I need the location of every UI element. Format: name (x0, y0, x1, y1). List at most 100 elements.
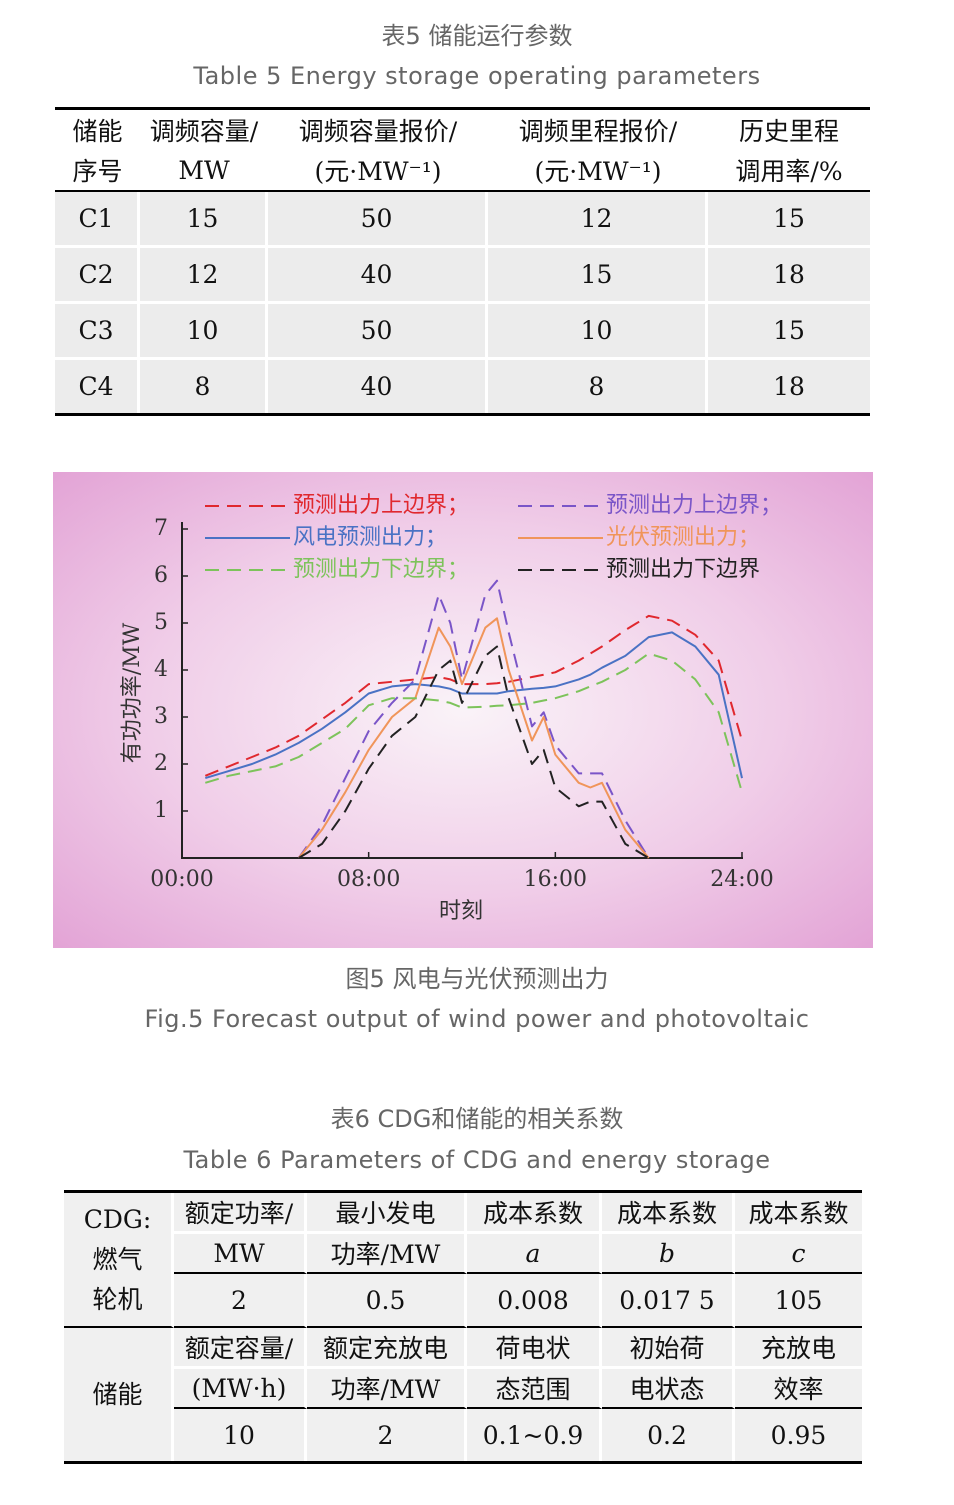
header-row: (MW·h) 功率/MW 态范围 电状态 效率 (64, 1369, 862, 1409)
series-line (297, 579, 650, 859)
section-label-line: CDG: (83, 1204, 152, 1234)
series-line (205, 631, 743, 780)
y-axis-label: 有功功率/MW (120, 622, 145, 763)
value-row: 2 0.5 0.008 0.017 5 105 (64, 1274, 862, 1328)
table-cell: 15 (708, 304, 870, 360)
y-tick-label: 6 (154, 563, 168, 588)
header-row: MW 功率/MW a b c (64, 1234, 862, 1274)
series-line (297, 617, 650, 859)
value-cell: 0.008 (467, 1274, 602, 1328)
table-cell: 15 (140, 192, 268, 248)
x-tick-label: 08:00 (337, 867, 400, 892)
legend-label: 预测出力上边界； (606, 493, 782, 518)
table-section: 储能 额定容量/额定充放电 荷电状 初始荷 充放电 (MW·h) 功率/MW 态范围 电状态 效率… (64, 1328, 862, 1461)
table-caption-cn: 表6 CDG和储能的相关系数 (330, 1105, 624, 1133)
header-cell: 荷电状 (467, 1328, 602, 1369)
header-row: 序号 MW (元·MW⁻¹) (元·MW⁻¹) 调用率/% (55, 150, 870, 192)
legend-label: 预测出力下边界 (606, 557, 760, 582)
header-cell: 成本系数 (735, 1193, 862, 1234)
series-line (298, 645, 650, 859)
header-cell: 额定充放电 (307, 1328, 467, 1369)
table-cell: 18 (708, 360, 870, 413)
y-tick-label: 4 (154, 657, 168, 682)
header-cell: 功率/MW (307, 1234, 467, 1274)
header-row: 储能 额定容量/额定充放电 荷电状 初始荷 充放电 (64, 1328, 862, 1461)
table-cell: 18 (708, 248, 870, 304)
table-section: CDG: 燃气 轮机 额定功率/最小发电 成本系数 成本系数 成本系数 MW 功率/MW a b c 2… (64, 1193, 862, 1328)
table-cell: 15 (708, 192, 870, 248)
table-cell: 8 (488, 360, 708, 413)
table-caption-en: Table 5 Energy storage operating paramet… (193, 62, 761, 90)
header-cell: 调频里程报价/ (518, 117, 678, 146)
header-cell: (元·MW⁻¹) (268, 150, 488, 192)
legend-label: 预测出力下边界； (293, 557, 469, 582)
header-cell: 最小发电 (307, 1193, 467, 1234)
section-label-line: 燃气 (92, 1244, 143, 1274)
table-cell: 40 (268, 360, 488, 413)
header-cell: 功率/MW (307, 1369, 467, 1409)
y-tick-label: 7 (154, 516, 168, 541)
y-tick-label: 5 (154, 610, 168, 635)
value-cell: 0.5 (307, 1274, 467, 1328)
table-row: C3 10 50 10 15 (55, 304, 870, 360)
table-cell: 12 (488, 192, 708, 248)
section-label: CDG: 燃气 轮机 (64, 1193, 174, 1328)
header-cell: (MW·h) (174, 1369, 307, 1409)
table-cell: 12 (140, 248, 268, 304)
header-cell: a (467, 1234, 602, 1274)
header-cell: 充放电 (735, 1328, 862, 1369)
header-cell: 序号 (55, 150, 140, 192)
header-cell: 态范围 (467, 1369, 602, 1409)
table-cell: C2 (55, 248, 140, 304)
legend-label: 光伏预测出力； (606, 525, 760, 550)
header-cell: 历史里程 (738, 117, 839, 146)
header-cell: 初始荷 (602, 1328, 735, 1369)
chart: 有功功率/MW 时刻 1 2 3 4 5 6 7 00:00 08:00 16:00 24:00 预测… (53, 472, 873, 948)
header-cell: 额定容量/ (174, 1328, 307, 1369)
header-cell: 调用率/% (708, 150, 870, 192)
header-cell: 调频容量报价/ (298, 117, 458, 146)
value-cell: 10 (174, 1409, 307, 1461)
x-tick-label: 00:00 (150, 867, 213, 892)
legend-label: 风电预测出力； (293, 525, 447, 550)
table-row: C4 8 40 8 18 (55, 360, 870, 413)
header-cell: 成本系数 (467, 1193, 602, 1234)
y-tick-label: 1 (154, 798, 168, 823)
section-label-line: 储能 (92, 1379, 143, 1409)
header-cell: b (602, 1234, 735, 1274)
table-cell: 10 (488, 304, 708, 360)
series-line (204, 614, 743, 777)
header-cell: 效率 (735, 1369, 862, 1409)
value-cell: 2 (307, 1409, 467, 1461)
header-row: 储能 调频容量/调频容量报价/调频里程报价/历史里程 (55, 110, 870, 150)
table-cell: C1 (55, 192, 140, 248)
figure-caption-en: Fig.5 Forecast output of wind power and … (144, 1005, 810, 1033)
header-cell: c (735, 1234, 862, 1274)
value-cell: 0.1~0.9 (467, 1409, 602, 1461)
value-cell: 0.017 5 (602, 1274, 735, 1328)
header-cell: MW (174, 1234, 307, 1274)
figure-caption-cn: 图5 风电与光伏预测出力 (345, 965, 609, 993)
table-cell: C4 (55, 360, 140, 413)
table-row: C2 12 40 15 18 (55, 248, 870, 304)
table-cell: 8 (140, 360, 268, 413)
value-row: 10 2 0.1~0.9 0.2 0.95 (64, 1409, 862, 1461)
series-line (205, 652, 743, 793)
x-tick-label: 16:00 (524, 867, 587, 892)
value-cell: 0.2 (602, 1409, 735, 1461)
y-tick-label: 2 (154, 751, 168, 776)
header-cell: 成本系数 (602, 1193, 735, 1234)
header-cell: (元·MW⁻¹) (488, 150, 708, 192)
section-label: 储能 (64, 1328, 174, 1461)
table-6: CDG: 燃气 轮机 额定功率/最小发电 成本系数 成本系数 成本系数 MW 功率/MW a b c 2… (64, 1190, 862, 1464)
header-cell: 电状态 (602, 1369, 735, 1409)
x-axis-label: 时刻 (439, 899, 483, 924)
header-cell: 额定功率/ (174, 1193, 307, 1234)
table-caption-en: Table 6 Parameters of CDG and energy sto… (183, 1146, 771, 1174)
table: CDG: 燃气 轮机 额定功率/最小发电 成本系数 成本系数 成本系数 MW 功率/MW a b c 2… (64, 1193, 862, 1461)
table-cell: 15 (488, 248, 708, 304)
header-cell: MW (140, 150, 268, 192)
table-5: 储能 调频容量/调频容量报价/调频里程报价/历史里程 序号 MW (元·MW⁻¹) (元·… (55, 107, 870, 416)
table-cell: 50 (268, 304, 488, 360)
